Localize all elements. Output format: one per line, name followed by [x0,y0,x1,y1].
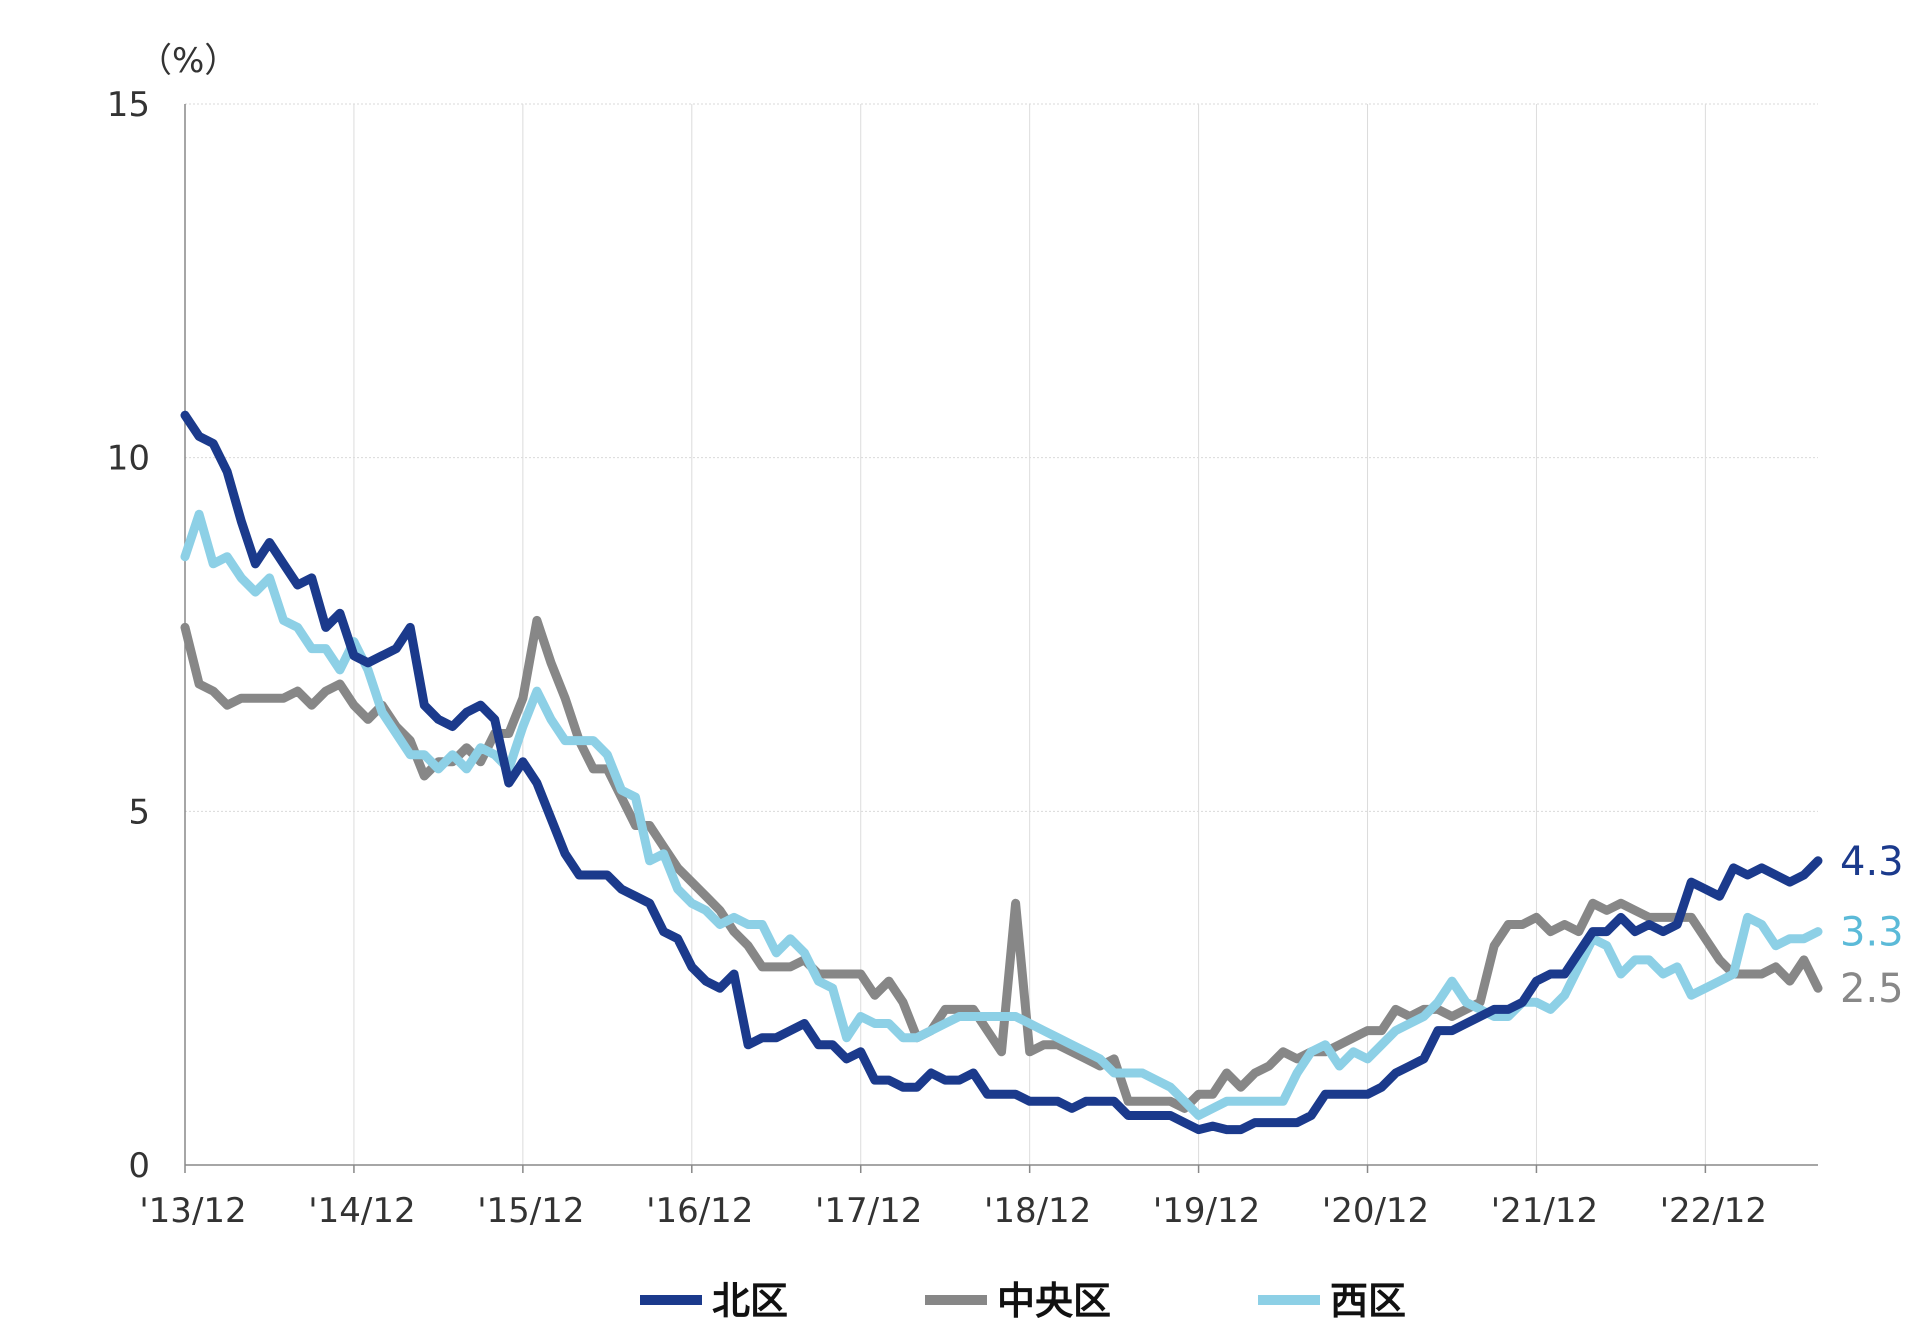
legend-label: 西区 [1330,1279,1406,1323]
legend-label: 北区 [712,1279,788,1323]
x-tick-label: '13/12 [139,1191,246,1231]
y-tick-label: 0 [128,1146,150,1186]
data-series [180,410,1823,1135]
x-axis-tick-labels: '13/12 '14/12 '15/12 '16/12 '17/12 '18/12 '19/… [139,1191,1767,1231]
x-tick-label: '21/12 [1491,1191,1598,1231]
x-tick-label: '18/12 [984,1191,1091,1231]
series-line [180,410,1823,1135]
x-tick-label: '17/12 [815,1191,922,1231]
series-end-labels: 4.3 2.5 3.3 [1840,839,1904,1012]
x-tick-label: '16/12 [646,1191,753,1231]
y-tick-label: 5 [128,792,150,832]
x-tick-label: '22/12 [1660,1191,1767,1231]
y-axis-tick-labels: 0 5 10 15 [107,85,150,1186]
gridlines [185,103,1818,1165]
x-tick-label: '19/12 [1153,1191,1260,1231]
x-tick-label: '20/12 [1322,1191,1429,1231]
legend: 北区 中央区 西区 [640,1279,1406,1323]
y-tick-label: 15 [107,85,150,125]
legend-label: 中央区 [997,1279,1111,1323]
x-tick-label: '15/12 [477,1191,584,1231]
y-tick-label: 10 [107,439,150,479]
x-tick-label: '14/12 [308,1191,415,1231]
series-end-label: 2.5 [1840,966,1904,1012]
series-line [180,509,1823,1120]
y-axis-unit-label: （%） [138,41,238,81]
series-end-label: 3.3 [1840,910,1904,956]
series-line [180,615,1823,1113]
series-end-label: 4.3 [1840,839,1904,885]
